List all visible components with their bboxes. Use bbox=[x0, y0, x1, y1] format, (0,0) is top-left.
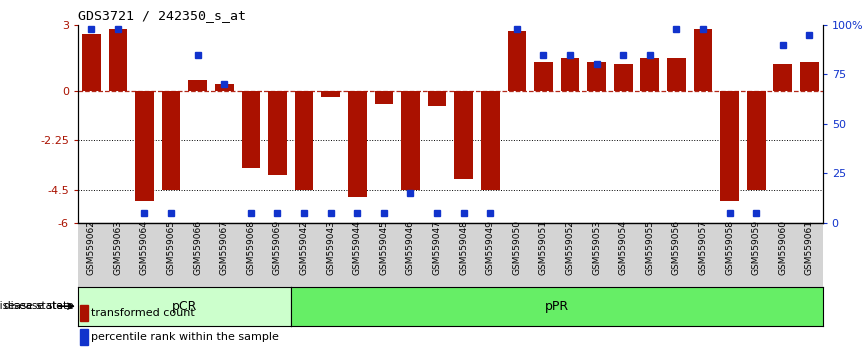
Bar bbox=[268, 91, 287, 175]
Bar bbox=[401, 91, 420, 190]
Bar bbox=[507, 32, 527, 91]
Bar bbox=[614, 64, 632, 91]
Bar bbox=[560, 58, 579, 91]
Bar bbox=[82, 34, 100, 91]
Bar bbox=[242, 91, 260, 168]
Bar bbox=[80, 329, 88, 345]
Text: pCR: pCR bbox=[171, 300, 197, 313]
Text: disease state: disease state bbox=[0, 301, 62, 311]
Bar bbox=[135, 91, 154, 201]
Bar bbox=[80, 305, 88, 321]
Bar bbox=[587, 62, 606, 91]
Bar bbox=[721, 91, 739, 201]
Bar bbox=[455, 91, 473, 179]
Bar bbox=[773, 64, 792, 91]
Bar bbox=[667, 58, 686, 91]
Bar bbox=[800, 62, 818, 91]
Bar bbox=[294, 91, 313, 190]
Bar bbox=[348, 91, 366, 196]
Text: percentile rank within the sample: percentile rank within the sample bbox=[91, 332, 279, 342]
Bar bbox=[162, 91, 180, 190]
Bar bbox=[694, 29, 713, 91]
Bar bbox=[746, 91, 766, 190]
Bar bbox=[641, 58, 659, 91]
Bar bbox=[374, 91, 393, 104]
Bar bbox=[481, 91, 500, 190]
Bar bbox=[534, 62, 553, 91]
Text: disease state: disease state bbox=[4, 301, 74, 311]
Text: pPR: pPR bbox=[545, 300, 569, 313]
Bar bbox=[428, 91, 446, 106]
Bar bbox=[321, 91, 340, 97]
Text: GDS3721 / 242350_s_at: GDS3721 / 242350_s_at bbox=[78, 9, 246, 22]
Bar bbox=[108, 29, 127, 91]
Text: transformed count: transformed count bbox=[91, 308, 195, 318]
Bar bbox=[215, 84, 234, 91]
Bar bbox=[188, 80, 207, 91]
